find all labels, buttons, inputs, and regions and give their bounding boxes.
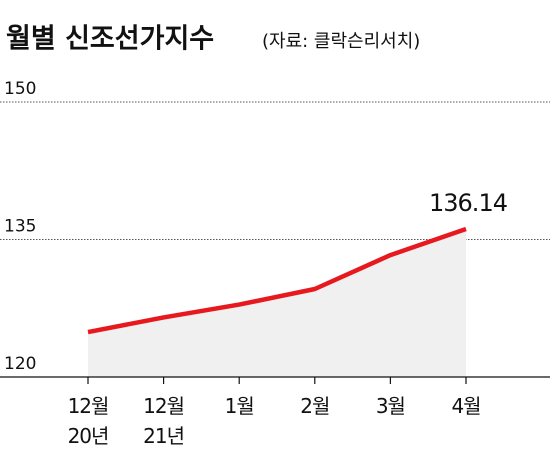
y-tick-label: 120 (4, 354, 36, 374)
x-tick-label: 1월 (224, 394, 255, 418)
chart-title: 월별 신조선가지수 (6, 24, 214, 55)
x-tick-label: 12월 21년 (143, 394, 185, 448)
x-tick-label: 4월 (451, 394, 481, 418)
y-tick-label: 135 (4, 217, 36, 237)
y-tick-label: 150 (4, 79, 36, 99)
x-tick-label: 3월 (375, 394, 406, 418)
chart-subtitle: (자료: 클락슨리서치) (262, 31, 420, 52)
x-tick-label: 12월 20년 (67, 394, 110, 448)
x-tick-label: 2월 (300, 394, 330, 418)
data-label: 136.14 (429, 189, 507, 217)
area (88, 229, 466, 377)
line (87, 226, 467, 335)
